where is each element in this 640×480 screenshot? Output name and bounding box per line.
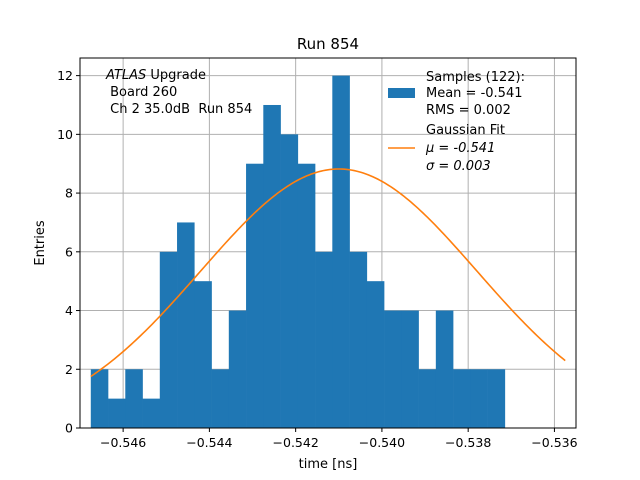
histogram-bar bbox=[211, 369, 230, 428]
histogram-bar bbox=[177, 222, 195, 428]
histogram-bar bbox=[194, 281, 212, 428]
chart-title: Run 854 bbox=[297, 35, 359, 53]
legend-fit-mu: μ = -0.541 bbox=[425, 141, 495, 156]
histogram-bar bbox=[246, 163, 264, 428]
y-tick-label: 2 bbox=[65, 362, 73, 377]
histogram-bar bbox=[453, 369, 471, 428]
y-axis-ticks: 0 2 4 6 8 10 12 bbox=[57, 68, 80, 436]
y-tick-label: 0 bbox=[65, 421, 73, 436]
histogram-bar bbox=[315, 251, 333, 428]
histogram-bar bbox=[487, 369, 506, 428]
x-axis-ticks: −0.546 −0.544 −0.542 −0.540 −0.538 −0.536 bbox=[100, 428, 578, 450]
x-tick-label: −0.536 bbox=[531, 435, 577, 450]
atlas-annotation: ATLAS Upgrade Board 260 Ch 2 35.0dB Run … bbox=[105, 68, 252, 117]
x-tick-label: −0.542 bbox=[273, 435, 319, 450]
legend-fit-title: Gaussian Fit bbox=[426, 123, 505, 138]
x-axis-label: time [ns] bbox=[299, 457, 358, 472]
y-tick-label: 4 bbox=[65, 303, 73, 318]
plot-frame bbox=[79, 57, 577, 429]
histogram-bar bbox=[159, 251, 178, 428]
histogram-bar bbox=[418, 369, 437, 428]
histogram-bar bbox=[349, 251, 368, 428]
legend-samples-swatch bbox=[388, 88, 415, 98]
legend: Samples (122): Mean = -0.541 RMS = 0.002… bbox=[388, 70, 525, 174]
histogram-bar bbox=[435, 310, 454, 428]
gaussian-fit-line bbox=[90, 168, 566, 378]
annotation-atlas: ATLAS bbox=[105, 68, 146, 83]
legend-samples-mean: Mean = -0.541 bbox=[426, 86, 522, 101]
histogram-bar bbox=[228, 310, 247, 428]
y-tick-label: 10 bbox=[57, 127, 73, 142]
histogram-bar bbox=[401, 310, 419, 428]
y-tick-label: 12 bbox=[57, 68, 73, 83]
x-tick-label: −0.544 bbox=[186, 435, 232, 450]
y-axis-label: Entries bbox=[33, 220, 48, 266]
histogram-bar bbox=[125, 369, 143, 428]
legend-samples-title: Samples (122): bbox=[426, 70, 525, 85]
y-tick-label: 6 bbox=[65, 244, 73, 259]
histogram-bar bbox=[366, 281, 385, 428]
histogram-bar bbox=[280, 134, 299, 428]
histogram-bar bbox=[90, 369, 109, 428]
annotation-line-3: Ch 2 35.0dB Run 854 bbox=[106, 102, 252, 117]
annotation-upgrade: Upgrade bbox=[146, 68, 206, 83]
x-tick-label: −0.538 bbox=[445, 435, 491, 450]
histogram-bar bbox=[470, 369, 488, 428]
histogram-bar bbox=[332, 75, 350, 428]
x-tick-label: −0.546 bbox=[100, 435, 146, 450]
histogram-bars bbox=[90, 75, 506, 428]
annotation-line-2: Board 260 bbox=[106, 85, 177, 100]
annotation-line-1: ATLAS Upgrade bbox=[105, 68, 206, 83]
histogram-bar bbox=[142, 398, 161, 428]
histogram-bar bbox=[108, 398, 126, 428]
legend-samples-rms: RMS = 0.002 bbox=[426, 103, 511, 118]
histogram-bar bbox=[384, 310, 402, 428]
x-tick-label: −0.540 bbox=[359, 435, 405, 450]
histogram-bar bbox=[263, 104, 281, 428]
legend-fit-sigma: σ = 0.003 bbox=[426, 159, 491, 174]
histogram-bar bbox=[297, 163, 316, 428]
y-tick-label: 8 bbox=[65, 186, 73, 201]
